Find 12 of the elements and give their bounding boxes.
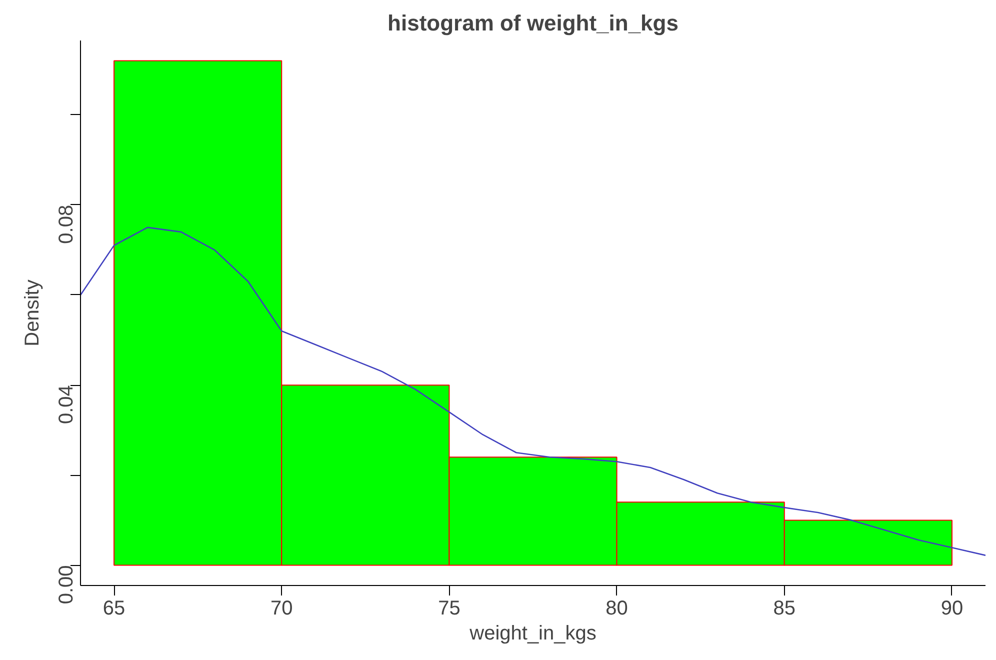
x-tick-label: 80 [606, 598, 628, 620]
x-tick-label: 90 [940, 598, 964, 620]
chart-title: histogram of weight_in_kgs [388, 10, 678, 36]
y-tick-label: 0.04 [56, 385, 78, 424]
y-tick-label: 0.00 [56, 565, 78, 604]
x-tick-label: 70 [270, 598, 293, 620]
x-axis-title: weight_in_kgs [468, 622, 596, 644]
x-tick-label: 65 [102, 598, 126, 620]
y-tick-label: 0.08 [56, 204, 78, 244]
x-tick-label: 75 [438, 598, 460, 620]
x-tick-label: 85 [773, 598, 796, 620]
y-axis-title: Density [22, 280, 44, 346]
